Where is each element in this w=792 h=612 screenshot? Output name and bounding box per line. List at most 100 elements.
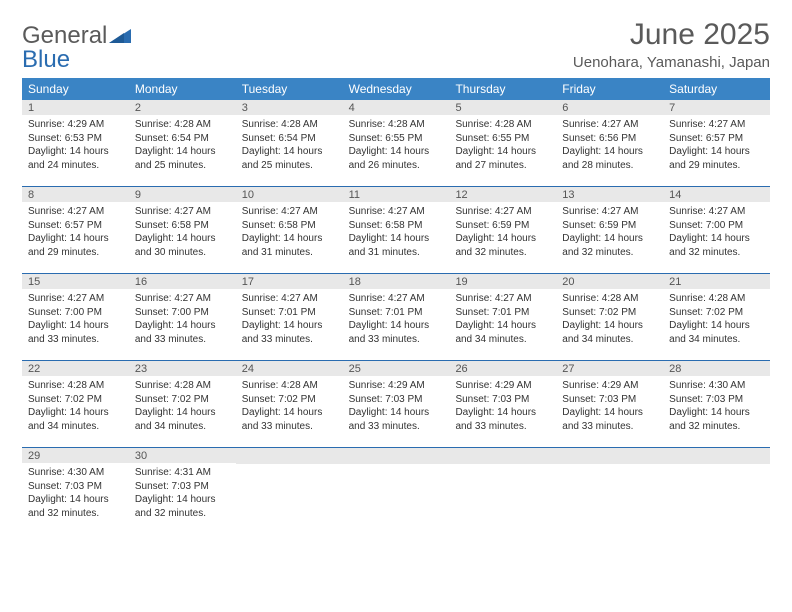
day-info: Sunrise: 4:27 AMSunset: 6:56 PMDaylight:… [562, 118, 657, 172]
day-number: 8 [22, 187, 129, 202]
calendar-day: 27 Sunrise: 4:29 AMSunset: 7:03 PMDayligh… [556, 361, 663, 447]
day-info: Sunrise: 4:27 AMSunset: 7:01 PMDaylight:… [349, 292, 444, 346]
calendar-week: 1Sunrise: 4:29 AMSunset: 6:53 PMDaylight… [22, 100, 770, 186]
calendar-day [556, 448, 663, 534]
day-info: Sunrise: 4:27 AMSunset: 7:01 PMDaylight:… [455, 292, 550, 346]
calendar-day: 4Sunrise: 4:28 AMSunset: 6:55 PMDaylight… [343, 100, 450, 186]
day-info: Sunrise: 4:28 AMSunset: 6:55 PMDaylight:… [455, 118, 550, 172]
day-number: 5 [449, 100, 556, 115]
day-number: 19 [449, 274, 556, 289]
day-number: 27 [556, 361, 663, 376]
calendar-day: 23Sunrise: 4:28 AMSunset: 7:02 PMDayligh… [129, 361, 236, 447]
day-info: Sunrise: 4:30 AMSunset: 7:03 PMDaylight:… [669, 379, 764, 433]
calendar-day: 24 Sunrise: 4:28 AMSunset: 7:02 PMDayligh… [236, 361, 343, 447]
day-info: Sunrise: 4:28 AMSunset: 7:02 PMDaylight:… [242, 379, 337, 433]
calendar-week: 8Sunrise: 4:27 AMSunset: 6:57 PMDaylight… [22, 186, 770, 273]
day-info: Sunrise: 4:29 AMSunset: 7:03 PMDaylight:… [455, 379, 550, 433]
calendar-day [663, 448, 770, 534]
day-info: Sunrise: 4:28 AMSunset: 7:02 PMDaylight:… [669, 292, 764, 346]
header: GeneralBlue June 2025 Uenohara, Yamanash… [22, 18, 770, 72]
day-info: Sunrise: 4:28 AMSunset: 6:54 PMDaylight:… [242, 118, 337, 172]
day-number: 9 [129, 187, 236, 202]
day-number: 2 [129, 100, 236, 115]
day-info: Sunrise: 4:27 AMSunset: 7:00 PMDaylight:… [135, 292, 230, 346]
day-info: Sunrise: 4:29 AMSunset: 7:03 PMDaylight:… [562, 379, 657, 433]
day-number: 18 [343, 274, 450, 289]
calendar-day: 3 Sunrise: 4:28 AMSunset: 6:54 PMDaylight… [236, 100, 343, 186]
weekday-header: Monday [129, 78, 236, 100]
day-info: Sunrise: 4:27 AMSunset: 6:58 PMDaylight:… [135, 205, 230, 259]
day-number: 28 [663, 361, 770, 376]
day-number: 29 [22, 448, 129, 463]
calendar-day: 16 Sunrise: 4:27 AMSunset: 7:00 PMDayligh… [129, 274, 236, 360]
day-number: 24 [236, 361, 343, 376]
calendar-day: 22 Sunrise: 4:28 AMSunset: 7:02 PMDayligh… [22, 361, 129, 447]
calendar-day: 18 Sunrise: 4:27 AMSunset: 7:01 PMDayligh… [343, 274, 450, 360]
calendar-day: 29Sunrise: 4:30 AMSunset: 7:03 PMDayligh… [22, 448, 129, 534]
day-number: 26 [449, 361, 556, 376]
calendar-day: 10Sunrise: 4:27 AMSunset: 6:58 PMDayligh… [236, 187, 343, 273]
calendar-day: 8Sunrise: 4:27 AMSunset: 6:57 PMDaylight… [22, 187, 129, 273]
logo-text-general: General [22, 22, 107, 49]
weekday-header: Thursday [449, 78, 556, 100]
calendar-header-row: SundayMondayTuesdayWednesdayThursdayFrid… [22, 78, 770, 100]
day-number [343, 448, 450, 464]
day-number: 23 [129, 361, 236, 376]
day-number: 25 [343, 361, 450, 376]
day-info: Sunrise: 4:27 AMSunset: 6:59 PMDaylight:… [562, 205, 657, 259]
calendar-day: 13 Sunrise: 4:27 AMSunset: 6:59 PMDayligh… [556, 187, 663, 273]
day-number: 10 [236, 187, 343, 202]
day-number: 30 [129, 448, 236, 463]
day-number: 11 [343, 187, 450, 202]
calendar-week: 15Sunrise: 4:27 AMSunset: 7:00 PMDayligh… [22, 273, 770, 360]
calendar-day: 11 Sunrise: 4:27 AMSunset: 6:58 PMDayligh… [343, 187, 450, 273]
day-number: 3 [236, 100, 343, 115]
logo-triangle-icon [109, 24, 131, 48]
day-number: 22 [22, 361, 129, 376]
day-number: 16 [129, 274, 236, 289]
day-info: Sunrise: 4:28 AMSunset: 7:02 PMDaylight:… [562, 292, 657, 346]
day-number: 20 [556, 274, 663, 289]
calendar-day: 17 Sunrise: 4:27 AMSunset: 7:01 PMDayligh… [236, 274, 343, 360]
calendar-day: 9 Sunrise: 4:27 AMSunset: 6:58 PMDaylight… [129, 187, 236, 273]
day-number: 13 [556, 187, 663, 202]
day-info: Sunrise: 4:27 AMSunset: 6:59 PMDaylight:… [455, 205, 550, 259]
day-number: 17 [236, 274, 343, 289]
calendar-body: 1Sunrise: 4:29 AMSunset: 6:53 PMDaylight… [22, 100, 770, 534]
logo: GeneralBlue [22, 18, 131, 72]
calendar-day: 5 Sunrise: 4:28 AMSunset: 6:55 PMDaylight… [449, 100, 556, 186]
day-number: 12 [449, 187, 556, 202]
day-info: Sunrise: 4:27 AMSunset: 6:57 PMDaylight:… [669, 118, 764, 172]
calendar-day [449, 448, 556, 534]
calendar-day: 14Sunrise: 4:27 AMSunset: 7:00 PMDayligh… [663, 187, 770, 273]
calendar-day: 25Sunrise: 4:29 AMSunset: 7:03 PMDayligh… [343, 361, 450, 447]
day-info: Sunrise: 4:29 AMSunset: 6:53 PMDaylight:… [28, 118, 123, 172]
title-block: June 2025 Uenohara, Yamanashi, Japan [573, 18, 770, 71]
logo-text-blue: Blue [22, 46, 70, 73]
day-info: Sunrise: 4:27 AMSunset: 7:00 PMDaylight:… [28, 292, 123, 346]
calendar-week: 22 Sunrise: 4:28 AMSunset: 7:02 PMDayligh… [22, 360, 770, 447]
day-info: Sunrise: 4:28 AMSunset: 6:54 PMDaylight:… [135, 118, 230, 172]
calendar-day: 30 Sunrise: 4:31 AMSunset: 7:03 PMDayligh… [129, 448, 236, 534]
day-info: Sunrise: 4:27 AMSunset: 7:01 PMDaylight:… [242, 292, 337, 346]
calendar-week: 29Sunrise: 4:30 AMSunset: 7:03 PMDayligh… [22, 447, 770, 534]
weekday-header: Friday [556, 78, 663, 100]
weekday-header: Saturday [663, 78, 770, 100]
calendar-day: 19 Sunrise: 4:27 AMSunset: 7:01 PMDayligh… [449, 274, 556, 360]
day-info: Sunrise: 4:31 AMSunset: 7:03 PMDaylight:… [135, 466, 230, 520]
day-number: 14 [663, 187, 770, 202]
weekday-header: Tuesday [236, 78, 343, 100]
calendar-day [236, 448, 343, 534]
weekday-header: Sunday [22, 78, 129, 100]
calendar: SundayMondayTuesdayWednesdayThursdayFrid… [22, 78, 770, 534]
day-info: Sunrise: 4:28 AMSunset: 7:02 PMDaylight:… [28, 379, 123, 433]
calendar-day: 6Sunrise: 4:27 AMSunset: 6:56 PMDaylight… [556, 100, 663, 186]
day-number: 7 [663, 100, 770, 115]
day-number [663, 448, 770, 464]
calendar-day: 28 Sunrise: 4:30 AMSunset: 7:03 PMDayligh… [663, 361, 770, 447]
day-info: Sunrise: 4:27 AMSunset: 6:58 PMDaylight:… [349, 205, 444, 259]
calendar-day [343, 448, 450, 534]
day-number [236, 448, 343, 464]
weekday-header: Wednesday [343, 78, 450, 100]
calendar-day: 1Sunrise: 4:29 AMSunset: 6:53 PMDaylight… [22, 100, 129, 186]
